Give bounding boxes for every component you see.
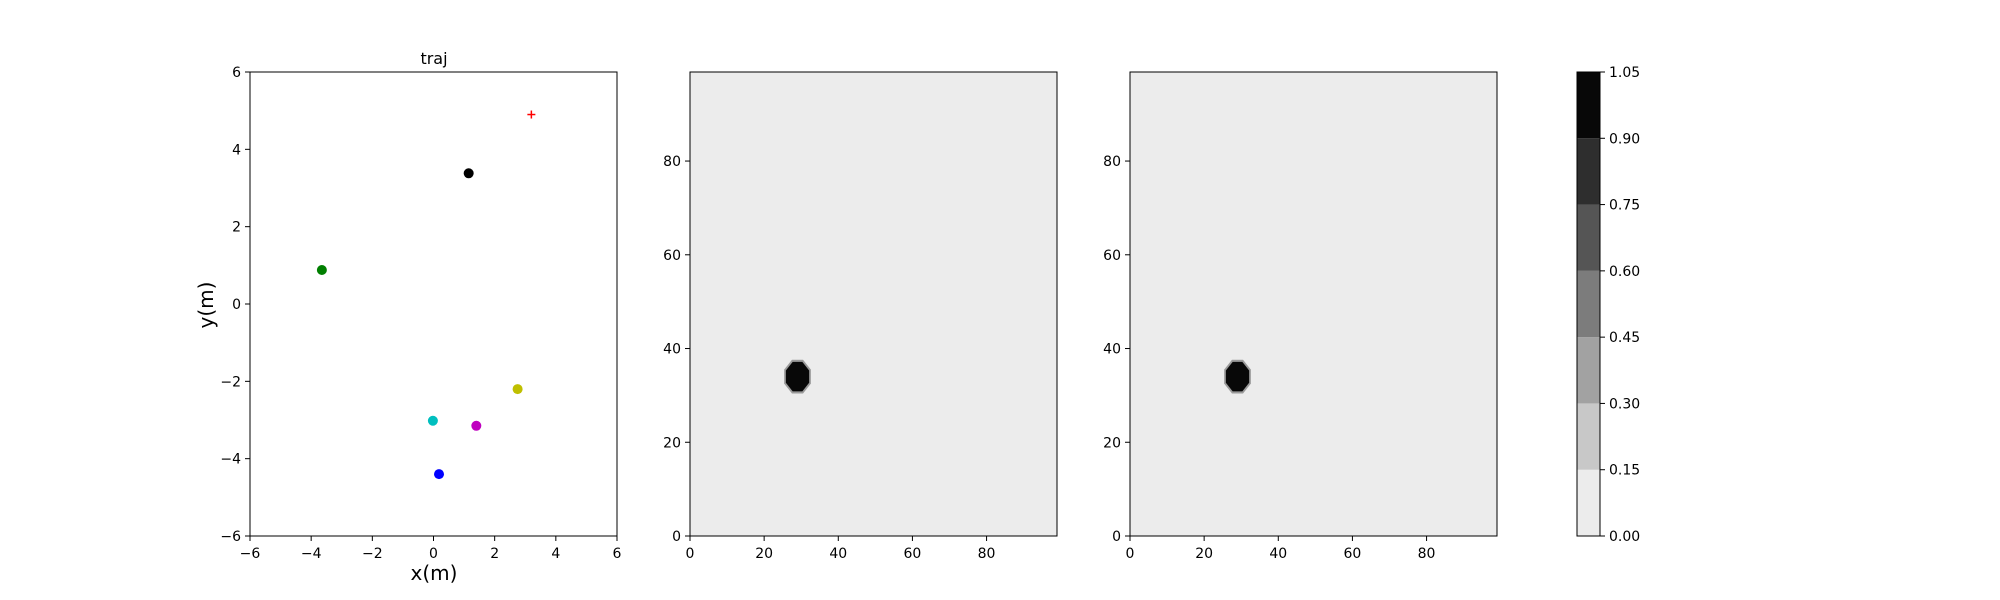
traj-x-tick-label: 0 bbox=[429, 546, 438, 562]
traj-y-tick-label: 2 bbox=[232, 220, 241, 236]
heatmap-1-x-tick-label: 60 bbox=[904, 546, 922, 562]
colorbar-tick-label: 0.00 bbox=[1609, 529, 1640, 545]
traj-x-tick-label: −2 bbox=[362, 546, 383, 562]
colorbar-band bbox=[1577, 270, 1600, 338]
heatmap-1-x-tick-label: 80 bbox=[978, 546, 996, 562]
traj-plot-area bbox=[316, 110, 536, 480]
heatmap-1-plot-area bbox=[784, 359, 811, 394]
scatter-point bbox=[316, 264, 327, 275]
heatmap-2-x-tick-label: 20 bbox=[1195, 546, 1213, 562]
heatmap-1-x-ticks: 0 20 40 60 80 bbox=[686, 536, 996, 562]
goal-marker bbox=[527, 110, 536, 119]
heatmap-2-x-ticks: 0 20 40 60 80 bbox=[1126, 536, 1436, 562]
heatmap-2-x-tick-label: 60 bbox=[1344, 546, 1362, 562]
colorbar-tick-label: 0.30 bbox=[1609, 396, 1640, 412]
heatmap-1-y-tick-label: 20 bbox=[663, 435, 681, 451]
obstacle-blob bbox=[1225, 361, 1250, 392]
scatter-point bbox=[463, 168, 474, 179]
colorbar-band bbox=[1577, 138, 1600, 205]
colorbar-ticks: 0.00 0.15 0.30 0.45 0.60 0.75 0.90 1.05 bbox=[1600, 65, 1640, 545]
heatmap-2-y-tick-label: 60 bbox=[1103, 248, 1121, 264]
heatmap-panel-1: 0 20 40 60 80 0 20 40 60 80 bbox=[663, 71, 1058, 562]
scatter-point bbox=[427, 415, 438, 426]
colorbar-tick-label: 1.05 bbox=[1609, 65, 1640, 81]
colorbar-band bbox=[1577, 469, 1600, 536]
traj-axes-frame bbox=[249, 71, 618, 537]
traj-x-ticks: −6 −4 −2 0 2 4 6 bbox=[240, 536, 622, 562]
traj-y-tick-label: 0 bbox=[232, 297, 241, 313]
heatmap-1-x-tick-label: 20 bbox=[755, 546, 773, 562]
traj-x-tick-label: −4 bbox=[301, 546, 322, 562]
heatmap-2-axes-frame bbox=[1129, 71, 1498, 537]
heatmap-1-y-tick-label: 0 bbox=[672, 529, 681, 545]
heatmap-1-y-tick-label: 60 bbox=[663, 248, 681, 264]
scatter-point bbox=[512, 384, 523, 395]
obstacle-blob bbox=[785, 361, 810, 392]
heatmap-1-y-tick-label: 40 bbox=[663, 342, 681, 358]
traj-y-tick-label: −2 bbox=[220, 374, 241, 390]
colorbar-band bbox=[1577, 337, 1600, 404]
colorbar-band bbox=[1577, 72, 1600, 139]
heatmap-1-x-tick-label: 0 bbox=[686, 546, 695, 562]
colorbar-tick-label: 0.90 bbox=[1609, 131, 1640, 147]
heatmap-2-x-tick-label: 0 bbox=[1126, 546, 1135, 562]
heatmap-1-axes-frame bbox=[689, 71, 1058, 537]
colorbar-tick-label: 0.45 bbox=[1609, 330, 1640, 346]
heatmap-2-y-tick-label: 40 bbox=[1103, 342, 1121, 358]
scatter-point bbox=[434, 469, 445, 480]
colorbar-band bbox=[1577, 204, 1600, 271]
traj-y-tick-label: 4 bbox=[232, 142, 241, 158]
colorbar-bands bbox=[1577, 72, 1600, 536]
traj-y-ticks: −6 −4 −2 0 2 4 6 bbox=[220, 65, 250, 545]
colorbar: 0.00 0.15 0.30 0.45 0.60 0.75 0.90 1.05 bbox=[1576, 65, 1640, 545]
colorbar-band bbox=[1577, 403, 1600, 470]
traj-title: traj bbox=[420, 49, 447, 68]
heatmap-2-x-tick-label: 40 bbox=[1269, 546, 1287, 562]
heatmap-2-plot-area bbox=[1224, 359, 1251, 394]
heatmap-2-y-ticks: 0 20 40 60 80 bbox=[1103, 154, 1130, 545]
heatmap-1-x-tick-label: 40 bbox=[829, 546, 847, 562]
traj-x-tick-label: 2 bbox=[490, 546, 499, 562]
traj-panel: traj −6 −4 −2 0 2 4 6 −6 −4 −2 0 2 4 6 x(m) y(m) bbox=[194, 49, 622, 585]
heatmap-2-y-tick-label: 80 bbox=[1103, 154, 1121, 170]
colorbar-frame bbox=[1576, 71, 1601, 537]
traj-y-tick-label: −4 bbox=[220, 452, 241, 468]
heatmap-1-y-ticks: 0 20 40 60 80 bbox=[663, 154, 690, 545]
traj-x-axis-label: x(m) bbox=[411, 561, 458, 585]
heatmap-1-y-tick-label: 80 bbox=[663, 154, 681, 170]
traj-x-tick-label: 6 bbox=[613, 546, 622, 562]
colorbar-tick-label: 0.75 bbox=[1609, 198, 1640, 214]
traj-y-axis-label: y(m) bbox=[194, 282, 218, 329]
heatmap-panel-2: 0 20 40 60 80 0 20 40 60 80 bbox=[1103, 71, 1498, 562]
heatmap-2-y-tick-label: 0 bbox=[1112, 529, 1121, 545]
colorbar-tick-label: 0.60 bbox=[1609, 264, 1640, 280]
traj-y-tick-label: 6 bbox=[232, 65, 241, 81]
colorbar-tick-label: 0.15 bbox=[1609, 463, 1640, 479]
heatmap-2-background bbox=[1130, 72, 1497, 536]
scatter-point bbox=[471, 420, 482, 431]
heatmap-2-x-tick-label: 80 bbox=[1418, 546, 1436, 562]
heatmap-1-background bbox=[690, 72, 1057, 536]
heatmap-2-y-tick-label: 20 bbox=[1103, 435, 1121, 451]
traj-y-tick-label: −6 bbox=[220, 529, 241, 545]
traj-x-tick-label: 4 bbox=[551, 546, 560, 562]
traj-x-tick-label: −6 bbox=[240, 546, 261, 562]
